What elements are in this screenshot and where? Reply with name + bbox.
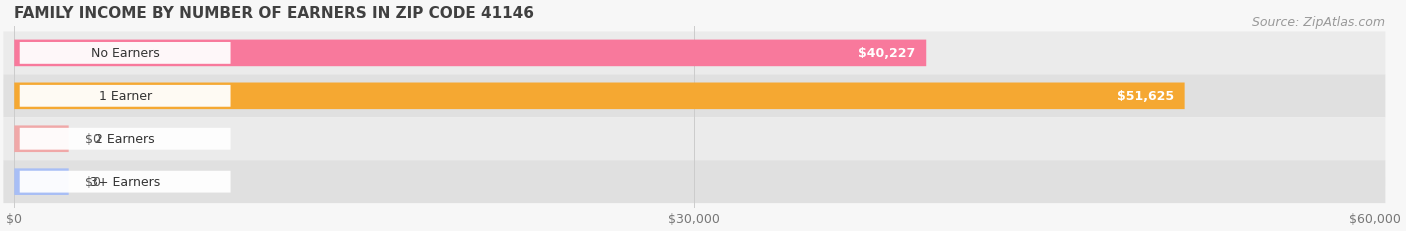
FancyBboxPatch shape: [3, 32, 1385, 75]
FancyBboxPatch shape: [20, 85, 231, 107]
FancyBboxPatch shape: [14, 83, 1185, 110]
Text: Source: ZipAtlas.com: Source: ZipAtlas.com: [1251, 16, 1385, 29]
Text: No Earners: No Earners: [91, 47, 159, 60]
Text: $0: $0: [84, 175, 101, 188]
FancyBboxPatch shape: [3, 75, 1385, 118]
FancyBboxPatch shape: [20, 171, 231, 193]
FancyBboxPatch shape: [14, 126, 69, 152]
FancyBboxPatch shape: [20, 128, 231, 150]
FancyBboxPatch shape: [14, 169, 69, 195]
Text: 2 Earners: 2 Earners: [96, 133, 155, 146]
FancyBboxPatch shape: [3, 161, 1385, 203]
Text: $0: $0: [84, 133, 101, 146]
FancyBboxPatch shape: [20, 43, 231, 64]
Text: $40,227: $40,227: [858, 47, 915, 60]
Text: 1 Earner: 1 Earner: [98, 90, 152, 103]
Text: FAMILY INCOME BY NUMBER OF EARNERS IN ZIP CODE 41146: FAMILY INCOME BY NUMBER OF EARNERS IN ZI…: [14, 6, 534, 21]
FancyBboxPatch shape: [14, 40, 927, 67]
Text: 3+ Earners: 3+ Earners: [90, 175, 160, 188]
Text: $51,625: $51,625: [1116, 90, 1174, 103]
FancyBboxPatch shape: [3, 118, 1385, 161]
